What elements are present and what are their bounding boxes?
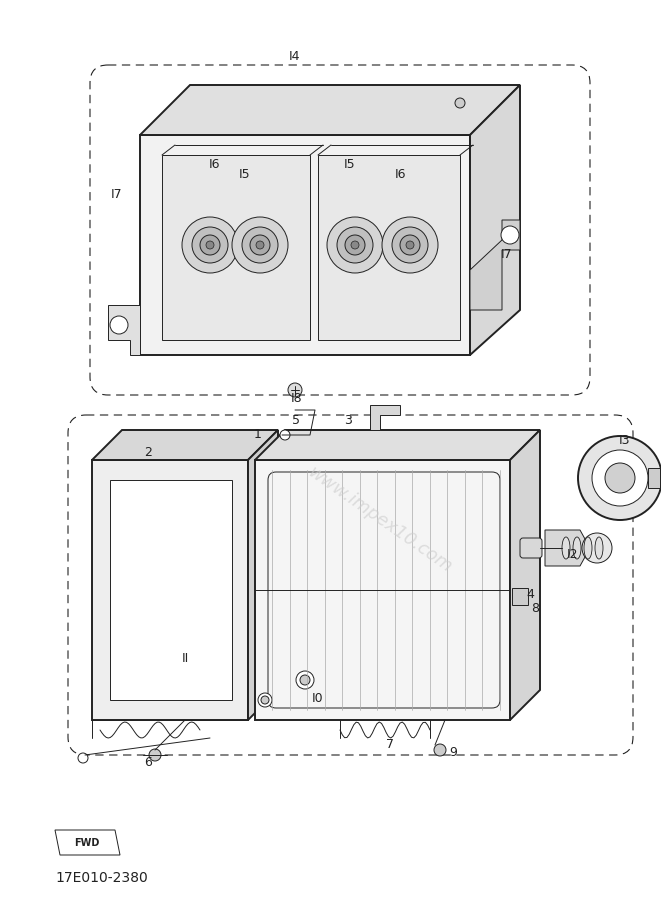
Circle shape bbox=[455, 98, 465, 108]
Text: FWD: FWD bbox=[74, 838, 100, 848]
FancyBboxPatch shape bbox=[520, 538, 542, 558]
Circle shape bbox=[382, 217, 438, 273]
Text: I5: I5 bbox=[239, 169, 251, 182]
Circle shape bbox=[351, 241, 359, 249]
Circle shape bbox=[78, 753, 88, 763]
Ellipse shape bbox=[584, 537, 592, 559]
Text: I3: I3 bbox=[619, 434, 631, 446]
Circle shape bbox=[592, 450, 648, 506]
Circle shape bbox=[200, 235, 220, 255]
Polygon shape bbox=[55, 830, 120, 855]
Circle shape bbox=[206, 241, 214, 249]
Circle shape bbox=[434, 744, 446, 756]
Text: 17E010-2380: 17E010-2380 bbox=[55, 871, 148, 885]
Polygon shape bbox=[92, 430, 278, 460]
Polygon shape bbox=[108, 305, 140, 355]
Text: I5: I5 bbox=[344, 159, 356, 172]
Polygon shape bbox=[330, 405, 400, 430]
Circle shape bbox=[250, 235, 270, 255]
Circle shape bbox=[256, 241, 264, 249]
Circle shape bbox=[296, 671, 314, 689]
Text: 6: 6 bbox=[144, 755, 152, 769]
Circle shape bbox=[605, 463, 635, 493]
Circle shape bbox=[149, 749, 161, 761]
Circle shape bbox=[392, 227, 428, 263]
Polygon shape bbox=[248, 430, 278, 720]
Text: 1: 1 bbox=[254, 428, 262, 442]
Text: I4: I4 bbox=[290, 50, 301, 64]
Text: I7: I7 bbox=[111, 188, 123, 202]
Text: www.impex10.com: www.impex10.com bbox=[305, 464, 455, 577]
Text: 3: 3 bbox=[344, 414, 352, 426]
Circle shape bbox=[300, 675, 310, 685]
Polygon shape bbox=[140, 135, 470, 355]
Polygon shape bbox=[648, 468, 660, 488]
Text: II: II bbox=[181, 652, 188, 665]
Text: 9: 9 bbox=[449, 746, 457, 759]
Circle shape bbox=[258, 693, 272, 707]
Text: 8: 8 bbox=[531, 602, 539, 614]
Polygon shape bbox=[162, 155, 310, 340]
Circle shape bbox=[578, 436, 661, 520]
Polygon shape bbox=[110, 480, 232, 700]
Polygon shape bbox=[510, 430, 540, 720]
Ellipse shape bbox=[595, 537, 603, 559]
Circle shape bbox=[327, 217, 383, 273]
Circle shape bbox=[406, 241, 414, 249]
Text: 4: 4 bbox=[526, 589, 534, 602]
Text: 2: 2 bbox=[144, 446, 152, 458]
Polygon shape bbox=[470, 85, 520, 355]
Polygon shape bbox=[545, 530, 590, 566]
Polygon shape bbox=[470, 220, 520, 310]
Polygon shape bbox=[512, 588, 528, 605]
Circle shape bbox=[110, 316, 128, 334]
Circle shape bbox=[400, 235, 420, 255]
Circle shape bbox=[582, 533, 612, 563]
Circle shape bbox=[288, 383, 302, 397]
Polygon shape bbox=[140, 85, 520, 135]
Text: 7: 7 bbox=[386, 739, 394, 751]
Circle shape bbox=[242, 227, 278, 263]
Ellipse shape bbox=[573, 537, 581, 559]
Text: I6: I6 bbox=[394, 169, 406, 182]
Text: I2: I2 bbox=[566, 549, 578, 561]
Circle shape bbox=[182, 217, 238, 273]
Polygon shape bbox=[255, 430, 540, 460]
Circle shape bbox=[501, 226, 519, 244]
Text: I0: I0 bbox=[312, 691, 324, 705]
Circle shape bbox=[337, 227, 373, 263]
Circle shape bbox=[280, 430, 290, 440]
Text: I6: I6 bbox=[210, 159, 221, 172]
Circle shape bbox=[192, 227, 228, 263]
Polygon shape bbox=[318, 155, 460, 340]
Polygon shape bbox=[92, 460, 248, 720]
Text: I7: I7 bbox=[501, 248, 513, 261]
Ellipse shape bbox=[562, 537, 570, 559]
Circle shape bbox=[261, 696, 269, 704]
Circle shape bbox=[232, 217, 288, 273]
Circle shape bbox=[345, 235, 365, 255]
Text: 5: 5 bbox=[292, 414, 300, 426]
Polygon shape bbox=[255, 460, 510, 720]
Text: I8: I8 bbox=[292, 392, 303, 404]
